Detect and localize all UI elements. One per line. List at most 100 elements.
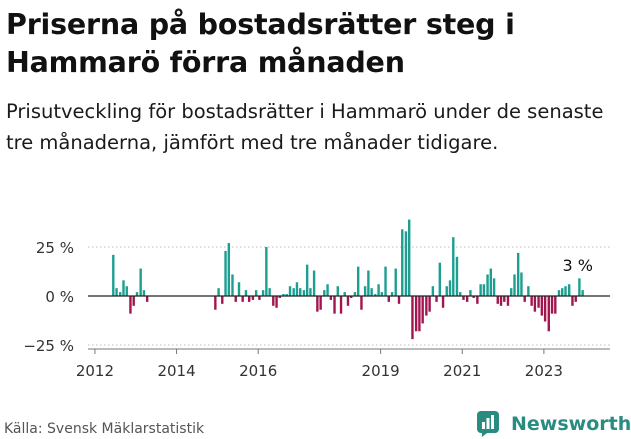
bar [513, 274, 516, 296]
bar [441, 296, 445, 308]
bar [112, 254, 115, 296]
bar [251, 296, 255, 300]
bar [326, 284, 329, 296]
bar [129, 296, 132, 314]
bar [237, 282, 241, 296]
bar [343, 292, 346, 296]
chart-subtitle: Prisutveckling för bostadsrätter i Hamma… [6, 100, 604, 154]
y-tick-label: 25 % [36, 239, 74, 257]
bar [367, 270, 370, 296]
x-tick-label: 2014 [157, 362, 195, 380]
bar [278, 296, 282, 298]
y-tick-label: −25 % [23, 337, 74, 355]
x-tick-label: 2019 [362, 362, 400, 380]
bar [258, 296, 261, 300]
bar [516, 252, 520, 296]
bar [214, 296, 217, 310]
bar [448, 280, 452, 296]
bar [346, 296, 350, 306]
bar [309, 288, 312, 296]
bar [339, 296, 343, 314]
bar [132, 296, 135, 306]
bar [374, 294, 377, 296]
bar [537, 296, 540, 308]
bar [115, 288, 118, 296]
bar [445, 286, 448, 296]
bar [363, 286, 367, 296]
bar [323, 290, 326, 296]
bar [425, 296, 428, 316]
bar [231, 274, 234, 296]
bar [394, 268, 397, 296]
bar [248, 296, 251, 302]
bar [299, 288, 302, 296]
bar [435, 296, 438, 302]
bar [329, 296, 333, 300]
bar [288, 286, 292, 296]
bar [356, 266, 360, 296]
bar [561, 288, 564, 296]
x-tick-label: 2023 [525, 362, 563, 380]
bar [295, 282, 299, 296]
bar [540, 296, 544, 316]
bar [316, 296, 319, 312]
bar [139, 268, 142, 296]
bar [550, 296, 554, 314]
bar [476, 296, 479, 304]
bar [428, 296, 431, 312]
bar [350, 296, 353, 298]
bar [411, 296, 414, 340]
bar [479, 284, 482, 296]
bar [234, 296, 237, 302]
bar [370, 288, 373, 296]
bar [547, 296, 550, 332]
bar [319, 296, 322, 310]
bar [499, 296, 503, 306]
bars [112, 219, 584, 340]
bar [221, 296, 224, 304]
bar [224, 250, 227, 296]
bar [227, 243, 231, 296]
bar [265, 247, 268, 296]
bar [401, 229, 404, 296]
chart-title: Priserna på bostadsrätter steg i Hammarö… [6, 8, 515, 79]
newsworthy-logo[interactable]: Newsworthy [476, 410, 631, 438]
bar [404, 231, 408, 296]
bar [125, 286, 128, 296]
bar [268, 288, 271, 296]
x-tick-label: 2012 [76, 362, 114, 380]
source-note: Källa: Svensk Mäklarstatistik [4, 421, 205, 437]
bar [418, 296, 421, 332]
bar [397, 296, 401, 304]
axes [88, 295, 610, 354]
bar [275, 296, 278, 308]
latest-value-annotation: 3 % [563, 256, 593, 275]
bar [333, 296, 336, 314]
bar [564, 286, 567, 296]
bar [578, 278, 581, 296]
bar [472, 296, 475, 298]
bar [489, 268, 493, 296]
bar [496, 296, 499, 304]
bar [282, 294, 285, 296]
bar [305, 264, 309, 296]
bar [119, 292, 122, 296]
bar [527, 286, 530, 296]
bar [380, 292, 384, 296]
bar [292, 288, 295, 296]
bar [438, 262, 442, 296]
bar [285, 294, 288, 296]
bar [554, 296, 557, 314]
bar [142, 290, 146, 296]
bar [486, 274, 489, 296]
bar [244, 290, 248, 296]
bar [571, 296, 574, 306]
bar [241, 296, 244, 302]
bar [122, 280, 125, 296]
bar [567, 284, 571, 296]
newsworthy-icon [477, 411, 499, 437]
bar [217, 288, 220, 296]
bar [384, 266, 387, 296]
bar [533, 296, 537, 312]
bar [492, 278, 496, 296]
